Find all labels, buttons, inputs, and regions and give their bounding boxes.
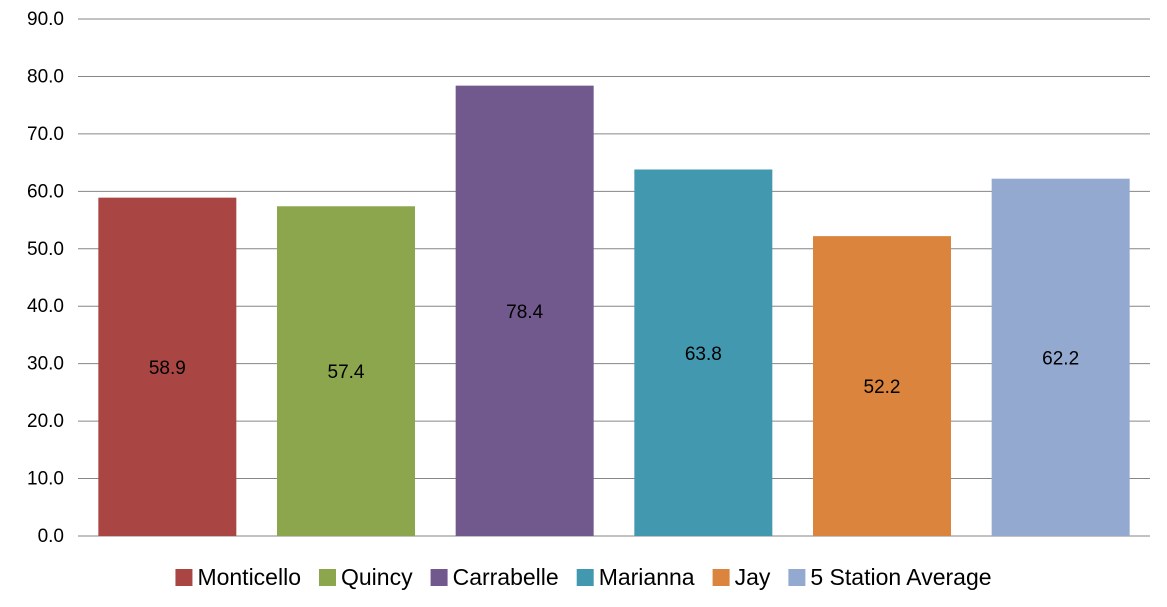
bars: [98, 85, 1130, 536]
legend-label: Marianna: [599, 564, 695, 590]
legend-label: Jay: [735, 564, 771, 590]
y-axis-tick-labels: 0.0 10.0 20.0 30.0 40.0 50.0 60.0 70.0 80.0 90.0: [27, 9, 64, 547]
y-tick-label: 80.0: [27, 66, 64, 87]
legend-swatch: [576, 569, 594, 586]
legend-swatch: [712, 569, 730, 586]
legend: Monticello Quincy Carrabelle Marianna Jay 5 S…: [175, 564, 992, 590]
bar-carrabelle: [455, 85, 594, 536]
data-label: 57.4: [328, 362, 365, 383]
y-tick-label: 40.0: [27, 296, 64, 317]
y-tick-label: 0.0: [38, 526, 64, 547]
data-label: 78.4: [506, 302, 543, 323]
data-label: 52.2: [864, 377, 901, 398]
data-label: 63.8: [685, 344, 722, 365]
y-tick-label: 20.0: [27, 411, 64, 432]
gridlines: [78, 18, 1150, 537]
y-tick-label: 90.0: [27, 9, 64, 30]
y-tick-label: 30.0: [27, 354, 64, 375]
data-labels: 58.9 57.4 78.4 63.8 52.2 62.2: [149, 302, 1079, 398]
data-label: 58.9: [149, 358, 186, 379]
legend-swatch: [788, 569, 806, 586]
bar-monticello: [98, 197, 237, 536]
legend-swatch: [318, 569, 336, 586]
y-tick-label: 50.0: [27, 239, 64, 260]
legend-label: Quincy: [341, 564, 413, 590]
y-tick-label: 60.0: [27, 181, 64, 202]
y-tick-label: 70.0: [27, 124, 64, 145]
bar-quincy: [277, 206, 415, 536]
bar-5-station-average: [991, 178, 1130, 536]
legend-swatch: [175, 569, 193, 586]
legend-label: 5 Station Average: [810, 564, 991, 590]
bar-marianna: [634, 169, 773, 536]
y-tick-label: 10.0: [27, 469, 64, 490]
legend-label: Carrabelle: [453, 564, 559, 590]
legend-label: Monticello: [197, 564, 301, 590]
data-label: 62.2: [1042, 348, 1079, 369]
bar-jay: [813, 236, 951, 536]
legend-swatch: [430, 569, 448, 586]
